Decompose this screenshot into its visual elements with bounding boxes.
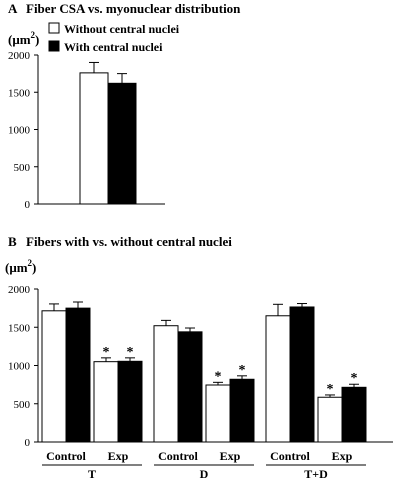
chart-a-bar-1	[79, 72, 109, 205]
legend-swatch-without	[48, 22, 60, 34]
chart-b-bar-g1-s2-2	[117, 360, 143, 443]
chart-b-subgroup-label: Exp	[220, 449, 241, 463]
legend-label-with: With central nuclei	[64, 40, 163, 54]
chart-b-bar-g1-s2-1	[93, 361, 119, 443]
chart-b-bar-g2-s2-1	[205, 384, 231, 443]
chart-a-bar-2	[107, 82, 137, 205]
chart-b-subgroup-label: Exp	[332, 449, 353, 463]
chart-a-y-tick-label: 1500	[8, 87, 31, 99]
chart-b-bar-g3-s2-2	[341, 386, 367, 443]
chart-b-group-label: T	[88, 467, 96, 481]
chart-b-bar-g1-s1-1	[41, 310, 67, 443]
chart-b-bar-g3-s2-1	[317, 396, 343, 443]
panel-a-unit-close: )	[35, 32, 39, 47]
chart-b-bar-g3-s1-2	[289, 306, 315, 443]
panel-a-title: Fiber CSA vs. myonuclear distribution	[26, 1, 241, 16]
significance-marker: *	[327, 382, 334, 397]
chart-b-subgroup-label: Exp	[108, 449, 129, 463]
chart-a-y-tick-label: 2000	[8, 50, 31, 62]
chart-b-subgroup-label: Control	[46, 449, 86, 463]
panel-a-unit-sup: 2	[31, 30, 36, 40]
legend-label-without: Without central nuclei	[64, 22, 180, 36]
chart-b-group-label: T+D	[304, 467, 328, 481]
chart-b-group-label: D	[200, 467, 209, 481]
panel-a-unit-main: (μm	[8, 32, 31, 47]
panel-b-unit-close: )	[32, 260, 36, 275]
significance-marker: *	[351, 371, 358, 386]
significance-marker: *	[239, 363, 246, 378]
chart-a-y-tick-label: 0	[25, 199, 31, 211]
chart-b-bar-g3-s1-1	[265, 315, 291, 443]
panel-b-letter: B	[8, 234, 17, 249]
chart-b-subgroup-label: Control	[270, 449, 310, 463]
legend-swatch-with	[48, 40, 60, 52]
significance-marker: *	[127, 345, 134, 360]
chart-b-bar-g2-s2-2	[229, 378, 255, 443]
panel-b-title: Fibers with vs. without central nuclei	[26, 234, 232, 249]
chart-a-plot: 0 500 1000 1500 2000	[8, 50, 137, 211]
chart-b-y-tick-label: 500	[14, 399, 31, 411]
chart-b-y-tick-label: 0	[25, 437, 31, 449]
chart-a-y-tick-label: 1000	[8, 125, 31, 137]
chart-b-subgroup-label: Control	[158, 449, 198, 463]
panel-b-unit-main: (μm	[5, 260, 28, 275]
chart-b-y-tick-label: 1500	[8, 322, 31, 334]
panel-b-unit-sup: 2	[28, 258, 33, 268]
chart-b-y-tick-label: 2000	[8, 284, 31, 296]
panel-b-unit: (μm2)	[5, 258, 36, 275]
chart-b-bar-g2-s1-2	[177, 331, 203, 443]
chart-a-y-tick-label: 500	[14, 162, 31, 174]
panel-a-letter: A	[8, 1, 18, 16]
chart-b-bar-g2-s1-1	[153, 325, 179, 443]
panel-a-unit: (μm2)	[8, 30, 39, 47]
significance-marker: *	[103, 345, 110, 360]
significance-marker: *	[215, 369, 222, 384]
chart-b-y-tick-label: 1000	[8, 361, 31, 373]
chart-b-bar-g1-s1-2	[65, 307, 91, 443]
